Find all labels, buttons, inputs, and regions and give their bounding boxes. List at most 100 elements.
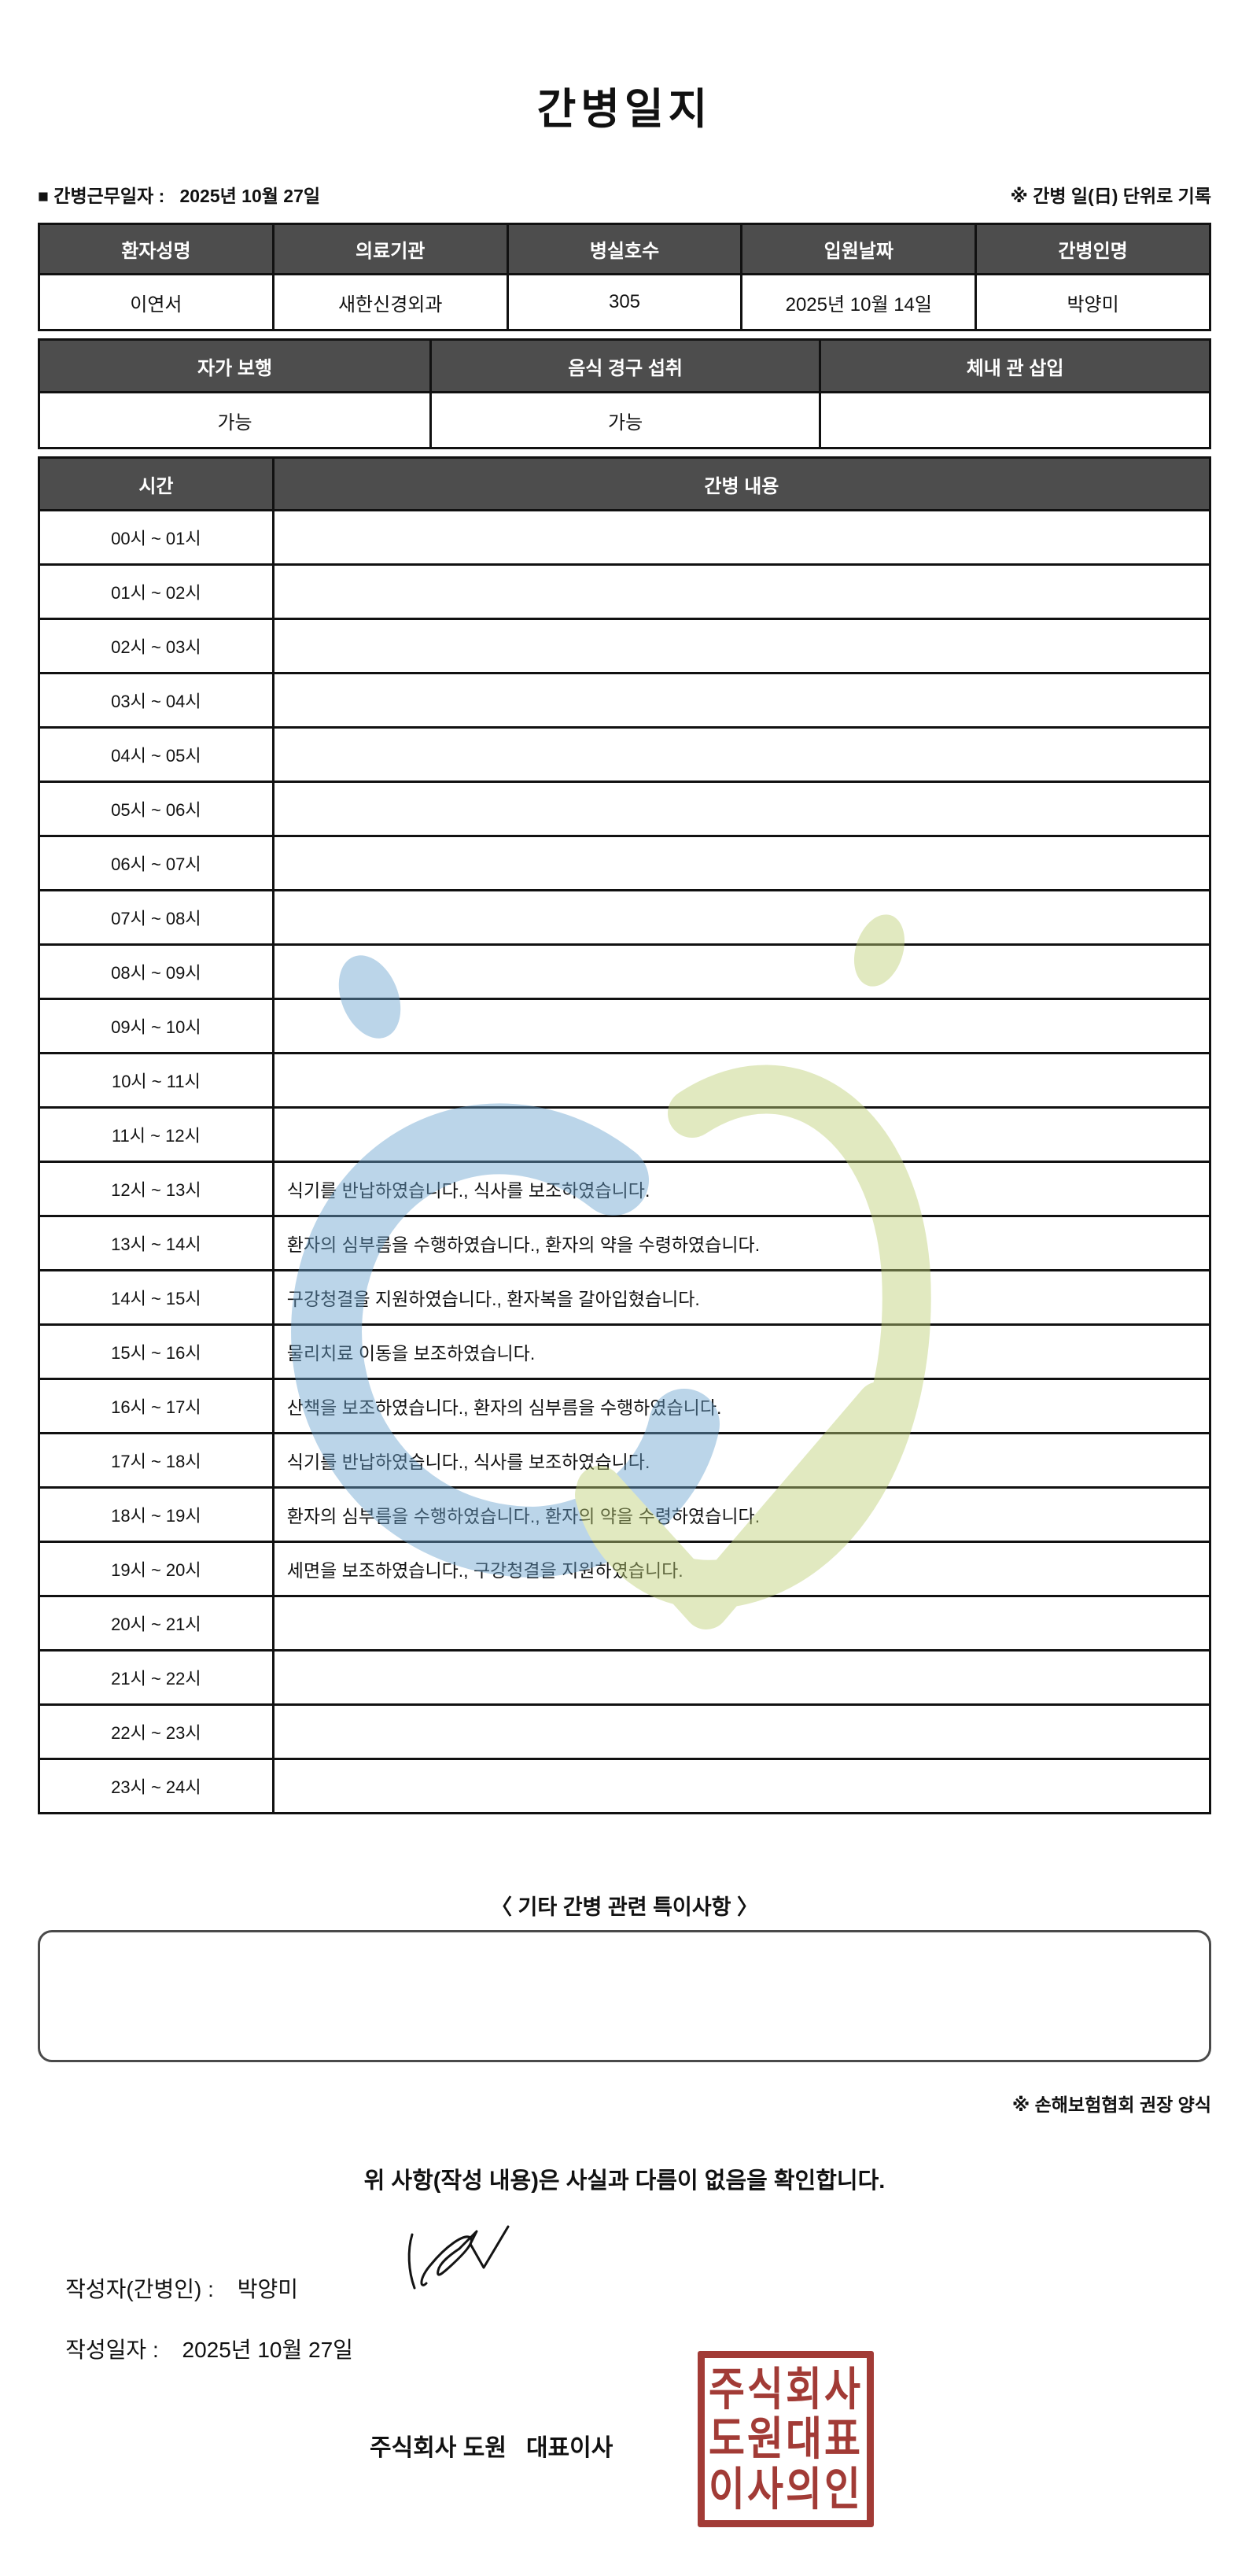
caregiver-signature (407, 2225, 510, 2290)
timelog-row: 00시 ~ 01시 (38, 509, 1212, 566)
timelog-row: 11시 ~ 12시 (38, 1106, 1212, 1163)
value-cell: 이연서 (38, 273, 274, 331)
care-content-cell (271, 1106, 1212, 1163)
care-content-cell (271, 835, 1212, 891)
header-cell: 음식 경구 섭취 (429, 338, 822, 393)
writer-line: 작성자(간병인) : 박양미 (41, 2247, 298, 2329)
patient-info-header-row: 환자성명 의료기관 병실호수 입원날짜 간병인명 (38, 223, 1211, 275)
time-slot-cell: 16시 ~ 17시 (38, 1378, 274, 1434)
special-notes-label: 〈 기타 간병 관련 특이사항 〉 (491, 1895, 758, 1919)
header-cell: 입원날짜 (740, 223, 978, 275)
timelog-row: 05시 ~ 06시 (38, 781, 1212, 837)
header-cell: 의료기관 (271, 223, 509, 275)
value-cell: 새한신경외과 (271, 273, 509, 331)
timelog-body: 00시 ~ 01시 01시 ~ 02시 02시 ~ 03시 03시 ~ 04시 … (38, 509, 1212, 1814)
timelog-header-row: 시간 간병 내용 (38, 456, 1212, 511)
value-cell (819, 391, 1211, 449)
time-slot-cell: 11시 ~ 12시 (38, 1106, 274, 1163)
confirmation-statement: 위 사항(작성 내용)은 사실과 다름이 없음을 확인합니다. (363, 2168, 886, 2194)
time-slot-cell: 04시 ~ 05시 (38, 726, 274, 783)
header-cell: 간병 내용 (271, 456, 1212, 511)
time-slot-cell: 08시 ~ 09시 (38, 943, 274, 1000)
header-cell: 자가 보행 (37, 338, 433, 393)
patient-status-table: 자가 보행 음식 경구 섭취 체내 관 삽입 가능 가능 (37, 338, 1211, 449)
timelog-row: 07시 ~ 08시 (38, 889, 1212, 946)
timelog-row: 15시 ~ 16시 물리치료 이동을 보조하였습니다. (38, 1323, 1212, 1380)
page-title: 간병일지 (536, 86, 713, 133)
value-cell: 2025년 10월 14일 (740, 273, 978, 331)
header-cell: 간병인명 (975, 223, 1211, 275)
care-content-cell (271, 1758, 1212, 1814)
company-ceo-line: 주식회사 도원 대표이사 (370, 2435, 613, 2461)
record-unit-note: ※ 간병 일(日) 단위로 기록 (1010, 186, 1211, 206)
time-slot-cell: 03시 ~ 04시 (38, 672, 274, 729)
timelog-row: 14시 ~ 15시 구강청결을 지원하였습니다., 환자복을 갈아입혔습니다. (38, 1269, 1212, 1326)
written-date-line: 작성일자 : 2025년 10월 27일 (41, 2308, 353, 2390)
timelog-row: 17시 ~ 18시 식기를 반납하였습니다., 식사를 보조하였습니다. (38, 1432, 1212, 1489)
time-slot-cell: 05시 ~ 06시 (38, 781, 274, 837)
care-content-cell (271, 726, 1212, 783)
header-cell: 병실호수 (506, 223, 743, 275)
care-content-cell: 물리치료 이동을 보조하였습니다. (271, 1323, 1212, 1380)
care-content-cell: 구강청결을 지원하였습니다., 환자복을 갈아입혔습니다. (271, 1269, 1212, 1326)
time-slot-cell: 15시 ~ 16시 (38, 1323, 274, 1380)
timelog-row: 02시 ~ 03시 (38, 618, 1212, 674)
timelog-row: 23시 ~ 24시 (38, 1758, 1212, 1814)
time-slot-cell: 17시 ~ 18시 (38, 1432, 274, 1489)
timelog-row: 16시 ~ 17시 산책을 보조하였습니다., 환자의 심부름을 수행하였습니다… (38, 1378, 1212, 1434)
time-slot-cell: 07시 ~ 08시 (38, 889, 274, 946)
date-label: 작성일자 : (65, 2338, 165, 2362)
writer-name: 박양미 (237, 2277, 298, 2301)
status-value-row: 가능 가능 (37, 391, 1211, 449)
care-content-cell: 세면을 보조하였습니다., 구강청결을 지원하였습니다. (271, 1541, 1212, 1597)
status-header-row: 자가 보행 음식 경구 섭취 체내 관 삽입 (37, 338, 1211, 393)
writer-label: 작성자(간병인) : (65, 2277, 220, 2301)
time-slot-cell: 10시 ~ 11시 (38, 1052, 274, 1109)
patient-info-value-row: 이연서 새한신경외과 305 2025년 10월 14일 박양미 (38, 273, 1211, 331)
timelog-row: 04시 ~ 05시 (38, 726, 1212, 783)
time-slot-cell: 20시 ~ 21시 (38, 1595, 274, 1652)
corporate-seal-stamp: 주식회사 도원대표 이사의인 (698, 2351, 874, 2527)
care-content-cell (271, 943, 1212, 1000)
timelog-row: 13시 ~ 14시 환자의 심부름을 수행하였습니다., 환자의 약을 수령하였… (38, 1215, 1212, 1271)
stamp-text-row: 도원대표 (709, 2413, 863, 2465)
care-content-cell (271, 1052, 1212, 1109)
care-content-cell: 환자의 심부름을 수행하였습니다., 환자의 약을 수령하였습니다. (271, 1215, 1212, 1271)
time-slot-cell: 21시 ~ 22시 (38, 1649, 274, 1706)
meta-line: ■ 간병근무일자 : 2025년 10월 27일 ※ 간병 일(日) 단위로 기… (38, 181, 1211, 208)
time-slot-cell: 14시 ~ 15시 (38, 1269, 274, 1326)
timelog-row: 01시 ~ 02시 (38, 563, 1212, 620)
care-content-cell: 환자의 심부름을 수행하였습니다., 환자의 약을 수령하였습니다. (271, 1486, 1212, 1543)
timelog-row: 03시 ~ 04시 (38, 672, 1212, 729)
care-content-cell (271, 889, 1212, 946)
care-content-cell (271, 1595, 1212, 1652)
time-slot-cell: 06시 ~ 07시 (38, 835, 274, 891)
timelog-row: 09시 ~ 10시 (38, 998, 1212, 1054)
value-cell: 305 (506, 273, 743, 331)
timelog-row: 06시 ~ 07시 (38, 835, 1212, 891)
time-slot-cell: 18시 ~ 19시 (38, 1486, 274, 1543)
time-slot-cell: 12시 ~ 13시 (38, 1161, 274, 1217)
care-content-cell (271, 781, 1212, 837)
timelog-row: 22시 ~ 23시 (38, 1703, 1212, 1760)
care-content-cell (271, 998, 1212, 1054)
time-slot-cell: 23시 ~ 24시 (38, 1758, 274, 1814)
timelog-row: 19시 ~ 20시 세면을 보조하였습니다., 구강청결을 지원하였습니다. (38, 1541, 1212, 1597)
care-content-cell: 식기를 반납하였습니다., 식사를 보조하였습니다. (271, 1161, 1212, 1217)
care-content-cell (271, 1703, 1212, 1760)
header-cell: 환자성명 (38, 223, 274, 275)
time-slot-cell: 02시 ~ 03시 (38, 618, 274, 674)
care-content-cell (271, 563, 1212, 620)
stamp-text-row: 주식회사 (709, 2364, 863, 2415)
timelog-row: 18시 ~ 19시 환자의 심부름을 수행하였습니다., 환자의 약을 수령하였… (38, 1486, 1212, 1543)
time-slot-cell: 22시 ~ 23시 (38, 1703, 274, 1760)
value-cell: 박양미 (975, 273, 1211, 331)
care-content-cell (271, 509, 1212, 566)
value-cell: 가능 (37, 391, 433, 449)
time-slot-cell: 01시 ~ 02시 (38, 563, 274, 620)
patient-info-table: 환자성명 의료기관 병실호수 입원날짜 간병인명 이연서 새한신경외과 305 2025년 1… (38, 223, 1211, 331)
work-date-label: ■ 간병근무일자 : 2025년 10월 27일 (38, 186, 321, 206)
timelog-row: 20시 ~ 21시 (38, 1595, 1212, 1652)
care-content-cell: 산책을 보조하였습니다., 환자의 심부름을 수행하였습니다. (271, 1378, 1212, 1434)
